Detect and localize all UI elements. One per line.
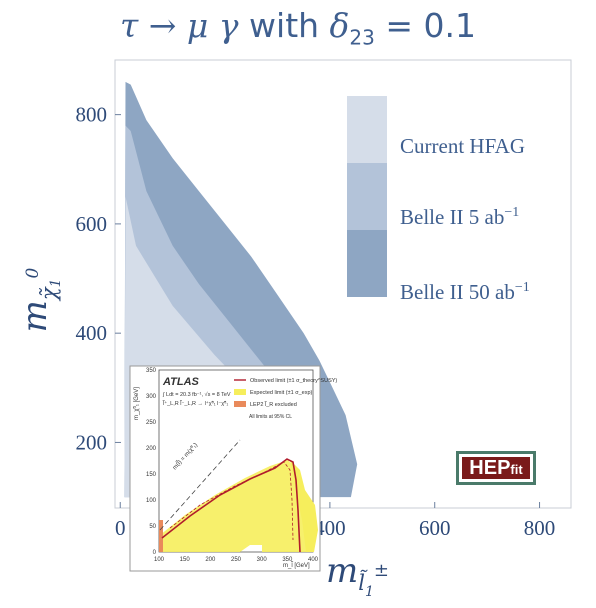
y-axis-label: mχ̃10 <box>15 267 64 332</box>
legend-swatch <box>347 96 387 163</box>
title-delta-sub: 23 <box>349 25 375 50</box>
inset-lep2-region <box>159 520 163 552</box>
svg-text:ml̃1±: ml̃1± <box>326 551 389 600</box>
inset-y-tick: 100 <box>146 498 157 504</box>
y-label-index: 1 <box>48 278 64 287</box>
y-tick-label: 200 <box>76 430 108 454</box>
legend-label: Current HFAG <box>400 134 525 158</box>
atlas-inset: m(l̃) = m(χ̃⁰₁) ATLAS ∫ Ldt = 20.3 fb⁻¹,… <box>129 365 337 572</box>
y-label-m: m <box>15 300 55 332</box>
inset-y-tick: 200 <box>146 446 157 452</box>
inset-x-tick: 200 <box>205 557 216 563</box>
inset-legend-observed: Observed limit (±1 σ_theory^SUSY) <box>250 378 337 384</box>
x-tick-label: 600 <box>419 516 451 540</box>
x-label-ell: l̃ <box>358 570 368 595</box>
inset-legend-expected-swatch <box>234 389 246 395</box>
title-process: τ → μ γ <box>119 6 239 45</box>
inset-y-label: m_χ̃⁰₁ [GeV] <box>133 387 140 420</box>
inset-expected-band <box>160 460 310 552</box>
y-label-sup: 0 <box>23 267 43 278</box>
legend-swatch <box>347 163 387 230</box>
x-label-index: 1 <box>365 584 374 600</box>
x-label-sup: ± <box>374 560 389 581</box>
title-value: = 0.1 <box>385 6 476 45</box>
y-tick-label: 600 <box>76 212 108 236</box>
inset-y-tick: 350 <box>146 368 157 374</box>
x-tick-label: 800 <box>524 516 556 540</box>
inset-x-tick: 300 <box>257 557 268 563</box>
svg-text:mχ̃10: mχ̃10 <box>15 267 64 332</box>
hepfit-main: HEP <box>469 457 511 479</box>
title-with: with <box>249 6 320 45</box>
x-axis-label: ml̃1± <box>326 551 389 600</box>
inset-x-tick: 100 <box>154 557 165 563</box>
inset-y-tick: 0 <box>153 550 157 556</box>
inset-y-tick: 150 <box>146 472 157 478</box>
inset-x-tick: 400 <box>308 557 319 563</box>
inset-y-tick: 250 <box>146 420 157 426</box>
legend-label: Belle II 50 ab−1 <box>400 280 530 304</box>
x-label-m: m <box>326 551 358 591</box>
inset-observed-dash <box>169 461 294 541</box>
inset-lumi: ∫ Ldt = 20.3 fb⁻¹, √s = 8 TeV <box>162 391 231 398</box>
y-tick-label: 400 <box>76 321 108 345</box>
hepfit-logo: HEPfit <box>456 451 536 485</box>
legend: Current HFAG Belle II 5 ab−1 Belle II 50 a… <box>347 96 530 304</box>
legend-swatch <box>347 230 387 297</box>
inset-x-label: m_l̃ [GeV] <box>283 562 310 569</box>
inset-brand: ATLAS <box>162 376 200 388</box>
hepfit-sub: fit <box>510 462 523 477</box>
inset-legend-lep-swatch <box>234 401 246 407</box>
inset-note: All limits at 95% CL <box>249 414 292 420</box>
x-tick-label: 0 <box>115 516 126 540</box>
chart-title: τ → μ γ with δ23 = 0.1 <box>0 6 596 50</box>
inset-process: l̃⁺_L,R l̃⁻_L,R → l⁺χ̃⁰₁ l⁻χ̃⁰₁ <box>162 400 229 407</box>
inset-ticks: 100 150 200 250 300 350 400 0 50 100 150 200 250 300 3… <box>146 368 319 563</box>
inset-y-tick: 50 <box>149 524 156 530</box>
inset-y-tick: 300 <box>146 394 157 400</box>
inset-x-tick: 150 <box>180 557 191 563</box>
inset-legend-lep: LEP2 l̃_R excluded <box>250 401 297 408</box>
y-label-chi: χ̃ <box>37 286 61 302</box>
inset-x-tick: 350 <box>282 557 293 563</box>
y-tick-label: 800 <box>76 103 108 127</box>
hepfit-logo-text: HEPfit <box>462 457 530 479</box>
inset-diagonal <box>159 439 241 531</box>
legend-label: Belle II 5 ab−1 <box>400 205 519 229</box>
inset-x-tick: 250 <box>231 557 242 563</box>
inset-observed-line <box>161 458 301 553</box>
title-delta: δ <box>329 6 350 45</box>
inset-legend-expected: Expected limit (±1 σ_exp) <box>250 390 313 396</box>
